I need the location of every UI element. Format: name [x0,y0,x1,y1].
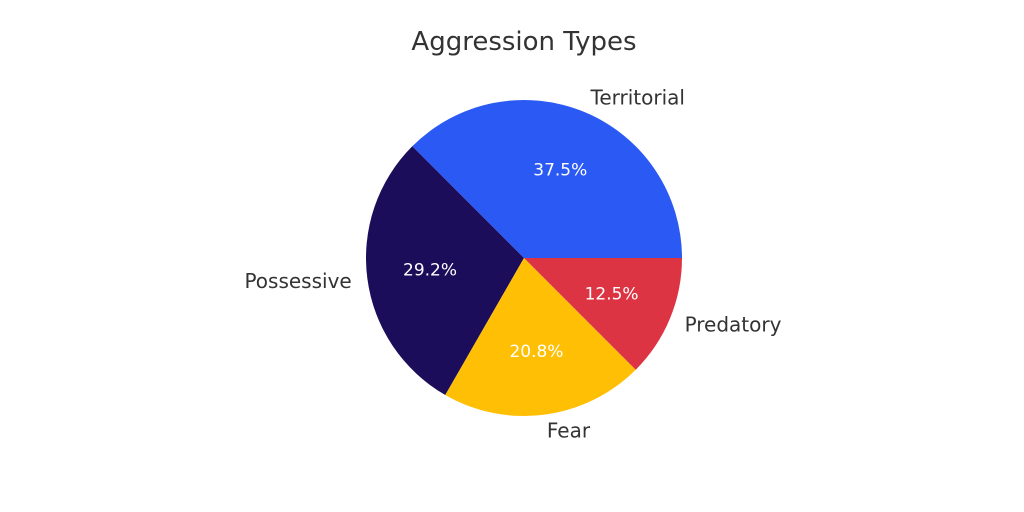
slice-label-possessive: Possessive [244,269,351,293]
chart-title: Aggression Types [411,27,636,57]
percent-label-possessive: 29.2% [403,260,457,280]
slice-label-predatory: Predatory [685,313,782,337]
percent-label-fear: 20.8% [509,342,563,362]
percent-labels: 37.5% 29.2% 20.8% 12.5% [403,160,639,362]
pie-slice-predatory [524,258,682,370]
percent-label-predatory: 12.5% [585,284,639,304]
pie-slice-fear [445,258,636,416]
pie-slice-territorial [412,100,682,258]
slice-labels: Territorial Possessive Fear Predatory [244,85,781,442]
percent-label-territorial: 37.5% [533,160,587,180]
slice-label-territorial: Territorial [590,85,685,109]
pie-slice-possessive [366,146,524,395]
pie-slices [366,100,682,416]
slice-label-fear: Fear [547,418,591,442]
